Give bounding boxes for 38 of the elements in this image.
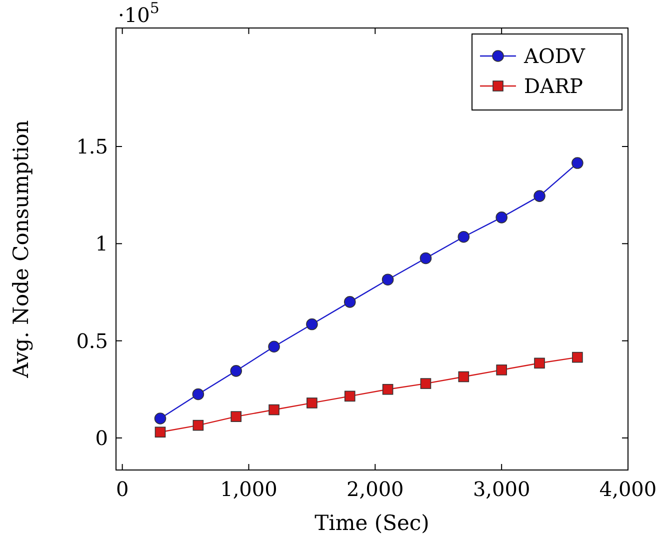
legend-label: DARP: [524, 74, 583, 98]
legend-label: AODV: [523, 44, 586, 68]
point: [572, 157, 584, 169]
point: [534, 358, 545, 369]
x-tick-label: 2,000: [346, 477, 404, 501]
point: [268, 340, 280, 353]
x-tick-label: 1,000: [220, 477, 278, 501]
point: [230, 365, 242, 377]
y-tick-label: 1: [95, 232, 108, 256]
point: [420, 378, 432, 389]
point: [572, 352, 583, 363]
point: [496, 364, 507, 376]
point: [230, 411, 242, 422]
x-tick-label: 4,000: [599, 477, 657, 501]
point: [458, 371, 470, 382]
y-tick-label: 0.5: [76, 328, 108, 353]
point: [496, 212, 508, 224]
point: [154, 412, 166, 424]
point: [458, 230, 470, 243]
point: [154, 426, 166, 438]
point: [382, 384, 394, 395]
point: [344, 296, 356, 308]
y-axis-title: Avg. Node Consumption: [9, 120, 33, 379]
point: [382, 274, 394, 286]
point: [268, 404, 280, 416]
point: [306, 318, 318, 330]
y-tick-label: 1.5: [76, 134, 108, 159]
point: [192, 420, 204, 431]
x-tick-label: 3,000: [472, 477, 530, 501]
y-tick-label: 0: [95, 426, 108, 450]
text: ·10$^{5}$: [118, 0, 160, 27]
x-tick-label: 0: [116, 477, 129, 501]
point: [534, 190, 546, 202]
point: [306, 398, 318, 408]
point: [192, 388, 204, 400]
x-axis-title: Time (Sec): [314, 511, 430, 535]
point: [344, 390, 356, 402]
point: [420, 252, 432, 264]
